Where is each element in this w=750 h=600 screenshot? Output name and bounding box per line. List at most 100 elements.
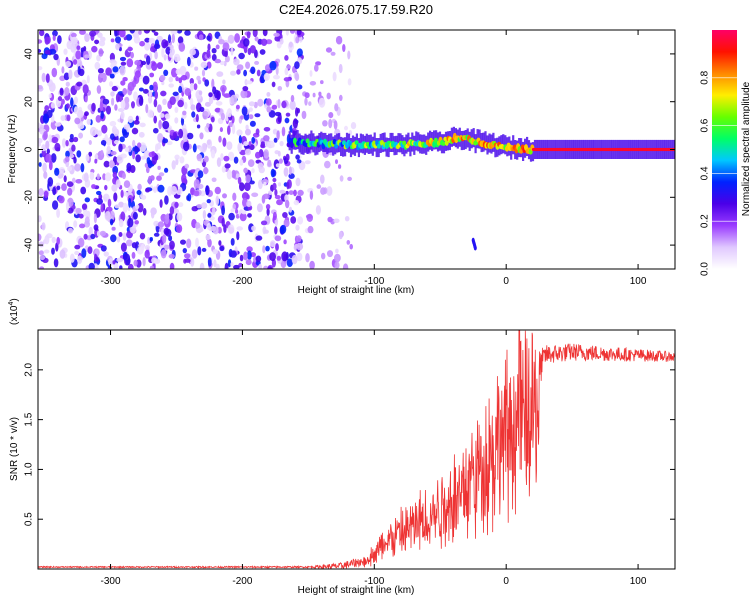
spectrogram-noise-cell [148,95,153,104]
spectrogram-signal-halo [472,128,475,148]
spectrogram-noise-cell [235,173,240,179]
spectrogram-noise-cell [241,106,248,116]
spectrogram-noise-cell [38,85,43,90]
spectrogram-noise-cell [315,205,321,215]
spectrogram-noise-cell [45,140,50,150]
spectrogram-noise-cell [189,78,194,85]
spectrogram-noise-cell [119,265,123,269]
spectrogram-noise-cell [67,227,74,234]
spectrogram-signal-halo [484,131,487,151]
spectrogram-noise-cell [314,64,319,72]
spectrogram-noise-cell [180,239,186,245]
spectrogram-noise-cell [250,66,256,75]
spectrogram-noise-cell [196,124,201,129]
spectrogram-noise-cell [262,245,266,254]
spectrogram-noise-cell [207,213,212,218]
spectrogram-noise-cell [222,79,226,85]
spectrogram-noise-cell [164,214,170,225]
spectrogram-noise-cell [297,84,303,90]
spectrogram-noise-cell [235,104,240,110]
spectrogram-noise-cell [91,102,96,112]
spectrogram-noise-cell [195,222,201,230]
spectrogram-noise-cell [54,122,62,127]
spectrogram-noise-cell [123,124,129,130]
spectrogram-noise-cell [73,136,79,143]
spectrogram-noise-cell [163,244,170,250]
spectrogram-noise-cell [119,56,127,62]
spectrogram-noise-cell [295,36,300,44]
spectrogram-noise-cell [239,182,245,192]
spectrogram-noise-cell [230,208,235,213]
spectrogram-noise-cell [54,167,60,176]
spectrogram-noise-cell [159,113,165,118]
spectrogram-noise-cell [227,224,235,235]
spectrogram-noise-cell [347,50,351,60]
spectrogram-noise-cell [172,131,178,139]
spectrogram-noise-cell [76,45,81,50]
spectrogram-noise-cell [163,227,170,235]
spectrogram-signal-halo [409,137,412,157]
spectrogram-noise-cell [149,84,154,91]
spectrogram-noise-cell [215,44,220,50]
spectrogram-noise-cell [277,98,281,109]
spectrogram-noise-cell [309,81,317,86]
spectrogram-noise-cell [285,30,289,36]
spectrogram-noise-cell [100,245,107,252]
spectrogram-noise-cell [206,139,213,149]
spectrogram-noise-cell [206,123,210,128]
spectrogram-noise-cell [65,81,70,87]
snr-y-ticks: 0.5 1.0 1.5 2.0 [24,362,675,526]
spectrogram-noise-cell [156,142,161,150]
spectrogram-noise-cell [191,206,199,212]
spectrogram-noise-cell [170,30,178,35]
spectrogram-noise-cell [248,107,253,112]
spectrogram-noise-cell [87,246,93,255]
spectrogram-noise-cell [66,181,74,188]
spectrogram-noise-cell [244,182,251,192]
spectrogram-noise-cell [137,183,142,191]
spectrogram-noise-cell [128,197,132,208]
spectrogram-noise-cell [173,53,181,63]
spectrogram-noise-cell [190,257,195,267]
spectrogram-signal-cell [354,140,359,145]
spectrogram-noise-cell [123,191,128,197]
spectrogram-noise-cell [112,260,116,265]
spectrogram-noise-cell [346,240,351,245]
spectrogram-noise-cell [153,232,160,237]
spectrogram-noise-cell [233,58,240,66]
spectrogram-noise-cell [71,144,76,152]
spectrogram-noise-cell [237,43,244,48]
spectrogram-noise-cell [201,247,207,252]
spectrogram-noise-cell [80,186,87,195]
spectrogram-noise-cell [233,264,240,269]
spectrogram-noise-cell [38,48,42,53]
spectrogram-noise-cell [245,259,252,266]
spectrogram-noise-cell [119,65,126,76]
spectrogram-signal-cell [305,138,310,144]
spectrogram-noise-cell [189,97,194,106]
spectrogram-noise-cell [284,55,289,61]
spectrogram-noise-cell [125,34,133,41]
spectrogram-noise-cell [152,81,158,92]
spectrogram-noise-cell [132,139,136,148]
spectrogram-noise-cell [50,153,57,163]
spectrogram-noise-cell [176,30,183,34]
spectrogram-noise-cell [301,110,307,120]
spectrogram-noise-cell [283,167,289,177]
spectrogram-noise-cell [203,166,209,175]
spectrogram-noise-cell [176,212,183,222]
spectrogram-noise-cell [230,262,234,267]
spectrogram-noise-cell [247,213,252,218]
spectrogram-noise-cell [257,162,264,170]
spectrogram-noise-cell [139,122,146,128]
spectrogram-noise-cell [334,261,340,269]
spectrogram-noise-cell [179,65,187,76]
y-tick-label: -40 [24,237,35,252]
spectrogram-noise-cell [274,195,281,200]
spectrogram-noise-cell [256,203,263,213]
spectrogram-noise-cell [254,60,260,65]
spectrogram-noise-cell [308,101,312,106]
spectrogram-noise-cell [279,189,286,194]
spectrogram-noise-cell [89,30,97,37]
spectrogram-noise-cell [133,259,138,267]
